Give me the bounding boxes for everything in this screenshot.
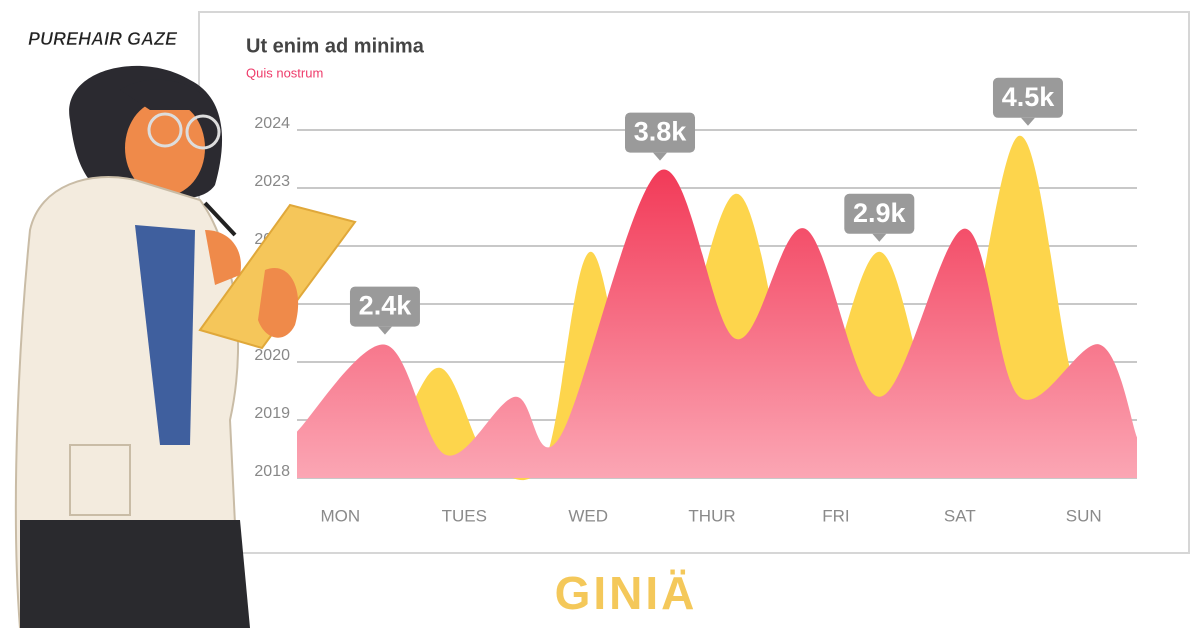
x-tick-label: SAT [944, 506, 976, 525]
callout-pointer [872, 233, 887, 242]
area [297, 169, 1137, 479]
callout: 2.4k [349, 286, 420, 335]
callout-box [625, 112, 696, 153]
y-tick-label: 2019 [254, 405, 290, 422]
callout-box [844, 193, 915, 234]
x-tick-label: MON [321, 506, 361, 525]
x-tick-label: THUR [688, 506, 735, 525]
callout-pointer [377, 326, 392, 335]
plot: 2018201920202021202220232024MONTUESWEDTH… [254, 77, 1137, 525]
callout-pointer [1020, 117, 1035, 126]
callout-label: 2.4k [359, 291, 413, 321]
y-tick-label: 2024 [254, 115, 290, 132]
x-tick-label: SUN [1066, 506, 1102, 525]
callout-pointer [653, 152, 668, 161]
callout: 4.5k [992, 77, 1063, 126]
callout: 3.8k [625, 112, 696, 161]
footer-logo: GINIÄ [555, 567, 698, 619]
chart-title: Ut enim ad minima [246, 35, 425, 57]
x-tick-label: FRI [822, 506, 849, 525]
x-tick-label: TUES [442, 506, 487, 525]
callout: 2.9k [844, 193, 915, 242]
illustration [14, 65, 357, 628]
brand: PUREHAIR GAZE [28, 29, 178, 49]
y-tick-label: 2023 [254, 173, 290, 190]
y-tick-label: 2020 [254, 347, 290, 364]
callout-box [349, 286, 420, 327]
callout-label: 3.8k [634, 117, 688, 147]
chart-subtitle: Quis nostrum [246, 65, 323, 80]
x-tick-label: WED [568, 506, 608, 525]
callout-label: 2.9k [853, 198, 907, 228]
callout-label: 4.5k [1002, 82, 1056, 112]
y-tick-label: 2018 [254, 463, 290, 480]
callout-box [992, 77, 1063, 118]
